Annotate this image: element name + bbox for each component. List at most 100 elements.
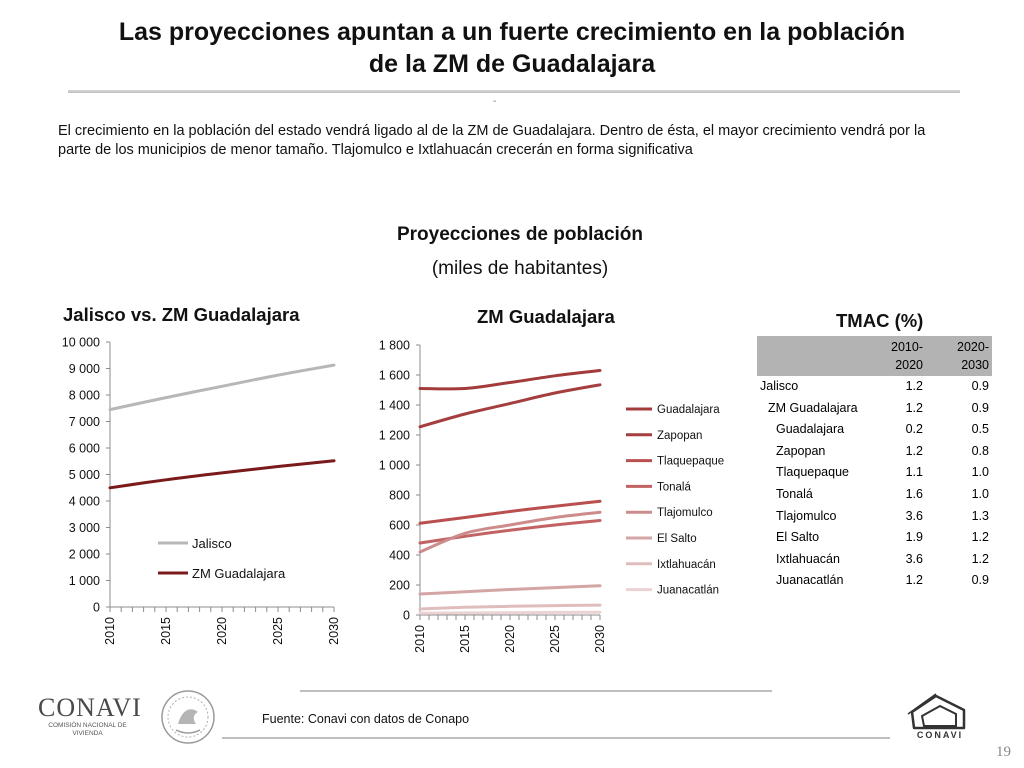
chart2-y-tick-label: 1 200 — [379, 429, 410, 443]
tmac-row: Juanacatlán 1.2 0.9 — [757, 570, 992, 592]
tmac-row: Zapopan 1.2 0.8 — [757, 441, 992, 463]
tmac-header-row: 2010- 2020 2020- 2030 — [757, 336, 992, 376]
tmac-row: Tlaquepaque 1.1 1.0 — [757, 462, 992, 484]
tmac-value-2010-2020: 1.2 — [905, 379, 923, 393]
tmac-row-label: Tlajomulco — [776, 508, 837, 523]
tmac-row-label: Juanacatlán — [776, 573, 844, 588]
chart2-series-tlaquepaque — [418, 499, 602, 525]
chart2-legend-label: Tlajomulco — [657, 507, 713, 519]
tmac-value-2010-2020: 3.6 — [905, 508, 923, 523]
tmac-value-2010-2020: 1.2 — [905, 443, 923, 458]
tmac-header-col1: 2010- 2020 — [870, 336, 926, 376]
chart2-legend-label: Juanacatlán — [657, 585, 719, 597]
chart2-y-tick-label: 1 400 — [379, 399, 410, 413]
tmac-value-2010-2020: 1.9 — [905, 530, 923, 545]
tmac-value-2020-2030: 0.5 — [971, 422, 989, 437]
tmac-table: 2010- 2020 2020- 2030 Jalisco 1.2 0.9 ZM Gu… — [757, 336, 992, 592]
tmac-row: ZM Guadalajara 1.2 0.9 — [757, 398, 992, 420]
chart1-x-tick-label: 2015 — [159, 617, 173, 645]
tmac-value-2010-2020: 1.6 — [905, 486, 923, 501]
chart2-legend-label: Guadalajara — [657, 404, 720, 416]
section-title: Proyecciones de población — [396, 224, 644, 245]
col1-label: 2010- 2020 — [891, 340, 923, 372]
chart2-series-juanacatl-n — [418, 610, 602, 615]
tmac-row-label: Guadalajara — [776, 422, 845, 437]
tmac-value-2020-2030: 1.0 — [971, 486, 989, 501]
slide-title-line2: de la ZM de Guadalajara — [368, 50, 656, 78]
chart2-y-tick-label: 800 — [389, 489, 410, 503]
tmac-value-2020-2030: 1.3 — [971, 508, 989, 523]
tmac-value-2020-2030: 1.2 — [971, 551, 989, 566]
chart1-y-tick-label: 1 000 — [69, 574, 100, 588]
intro-paragraph: El crecimiento en la población del estad… — [58, 123, 926, 158]
chart2-y-tick-label: 0 — [403, 609, 410, 623]
title-divider — [68, 90, 960, 93]
tmac-row-label: Ixtlahuacán — [776, 551, 840, 566]
conavi-logo: CONAVI — [38, 693, 142, 722]
chart2-y-tick-label: 200 — [389, 579, 410, 593]
chart1-y-tick-label: 5 000 — [69, 468, 100, 482]
chart2-legend-label: Ixtlahuacán — [657, 559, 716, 571]
chart2-series-tlajomulco — [418, 510, 602, 554]
slide-title: Las proyecciones apuntan a un fuerte cre… — [40, 16, 984, 80]
chart2-y-tick-label: 1 600 — [379, 369, 410, 383]
chart2-legend-label: Tonalá — [657, 481, 691, 493]
chart2-x-tick-label: 2030 — [593, 625, 607, 653]
chart1-y-tick-label: 9 000 — [69, 362, 100, 376]
chart-jalisco-vs-zm: 0 1 000 2 000 3 000 4 000 5 000 6 000 7 000 8 00… — [62, 336, 341, 645]
tmac-value-2010-2020: 3.6 — [905, 551, 923, 566]
tmac-row: Tonalá 1.6 1.0 — [757, 484, 992, 506]
chart2-x-tick-label: 2015 — [458, 625, 472, 653]
tmac-value-2010-2020: 1.2 — [905, 400, 923, 415]
chart2-x-tick-label: 2010 — [413, 625, 427, 653]
chart1-x-tick-label: 2025 — [271, 617, 285, 645]
col2-label: 2020- 2030 — [957, 340, 989, 372]
chart1-legend-label: Jalisco — [192, 536, 232, 551]
divider-dash: - — [493, 96, 497, 107]
chart1-y-tick-label: 10 000 — [62, 336, 100, 350]
chart1-y-tick-label: 0 — [93, 601, 100, 615]
chart2-series-guadalajara — [418, 369, 602, 391]
tmac-value-2020-2030: 1.0 — [971, 465, 989, 480]
chart1-y-tick-label: 7 000 — [69, 415, 100, 429]
tmac-body: Jalisco 1.2 0.9 ZM Guadalajara 1.2 0.9 Guadala… — [757, 376, 992, 592]
tmac-row-label: Tlaquepaque — [776, 465, 849, 480]
tmac-header-col2: 2020- 2030 — [926, 336, 992, 376]
tmac-value-2020-2030: 0.8 — [971, 443, 989, 458]
tmac-header-label — [757, 336, 870, 376]
tmac-value-2010-2020: 1.2 — [905, 573, 923, 588]
chart1-x-tick-label: 2020 — [215, 617, 229, 645]
chart1-series-zm-guadalajara — [108, 459, 336, 490]
chart2-x-tick-label: 2025 — [548, 625, 562, 653]
chart1-title: Jalisco vs. ZM Guadalajara — [63, 304, 300, 325]
chart1-y-tick-label: 3 000 — [69, 521, 100, 535]
chart2-legend-label: El Salto — [657, 533, 697, 545]
tmac-value-2010-2020: 0.2 — [905, 422, 923, 437]
chart2-legend-label: Zapopan — [657, 430, 702, 442]
tmac-row: Ixtlahuacán 3.6 1.2 — [757, 549, 992, 571]
table-title: TMAC (%) — [836, 310, 924, 331]
section-subtitle: (miles de habitantes) — [431, 258, 609, 279]
footer-rule-bottom — [222, 737, 890, 739]
tmac-row: Guadalajara 0.2 0.5 — [757, 419, 992, 441]
tmac-value-2020-2030: 0.9 — [971, 400, 989, 415]
chart2-y-tick-label: 1 800 — [379, 339, 410, 353]
tmac-value-2020-2030: 1.2 — [971, 530, 989, 545]
chart1-series-jalisco — [108, 363, 336, 412]
tmac-row: El Salto 1.9 1.2 — [757, 527, 992, 549]
chart1-y-tick-label: 6 000 — [69, 442, 100, 456]
chart1-x-tick-label: 2010 — [103, 617, 117, 645]
chart1-y-tick-label: 8 000 — [69, 389, 100, 403]
page-number: 19 — [996, 744, 1011, 760]
chart2-y-tick-label: 1 000 — [379, 459, 410, 473]
tmac-row-label: Jalisco — [760, 379, 799, 393]
tmac-value-2020-2030: 0.9 — [971, 573, 989, 588]
tmac-row-label: El Salto — [776, 530, 820, 545]
tmac-row: Jalisco 1.2 0.9 — [757, 376, 992, 398]
conavi-logo-subtitle: COMISIÓN NACIONAL DE VIVIENDA — [48, 722, 127, 737]
chart2-legend-label: Tlaquepaque — [657, 456, 724, 468]
tmac-value-2020-2030: 0.9 — [971, 379, 989, 393]
chart2-series-ixtlahuac-n — [418, 603, 602, 611]
chart2-series-el-salto — [418, 584, 602, 596]
chart1-x-tick-label: 2030 — [327, 617, 341, 645]
